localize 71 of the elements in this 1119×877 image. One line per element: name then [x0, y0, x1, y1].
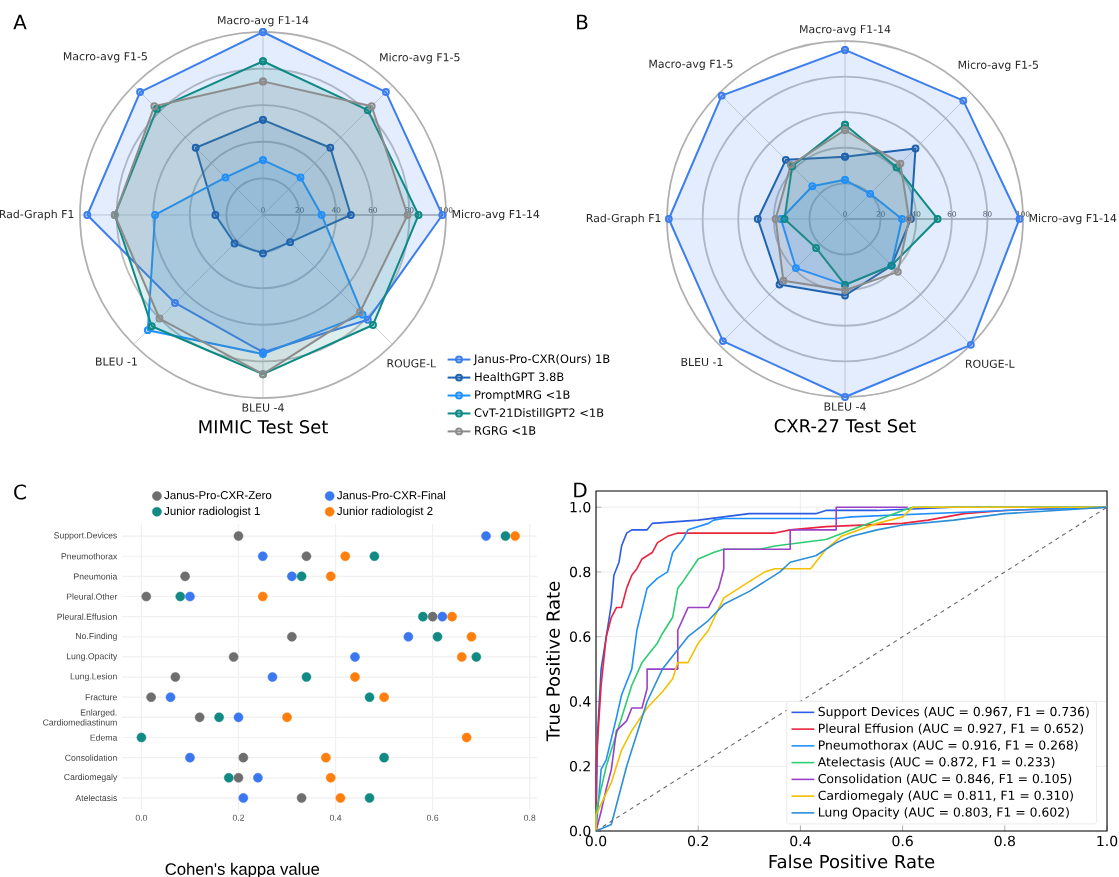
y-tick-label: Support.Devices — [54, 532, 117, 541]
y-tick-label: Pleural.Effusion — [57, 613, 117, 620]
legend-label: Lung Opacity (AUC = 0.803, F1 = 0.602) — [818, 807, 1069, 820]
spoke-label: Macro-avg F1-14 — [800, 25, 891, 36]
y-tick-label: 0.6 — [569, 631, 591, 642]
y-tick-label: 0.2 — [569, 760, 590, 772]
x-tick-label: 0.2 — [232, 814, 245, 821]
x-tick-label: 0.0 — [135, 814, 148, 821]
text: C — [14, 484, 26, 500]
y-tick-label: Edema — [90, 734, 118, 741]
x-axis-title: False Positive Rate — [769, 854, 935, 869]
y-tick-label: Consolidation — [65, 754, 117, 761]
x-tick-label: 0.8 — [994, 835, 1015, 847]
text: CXR-27 Test Set — [774, 418, 916, 433]
spoke-label: ROUGE-L — [387, 359, 437, 368]
spoke-label: Rad-Graph F1 — [586, 213, 661, 225]
legend-label: Pneumothorax (AUC = 0.916, F1 = 0.268) — [818, 740, 1078, 752]
legend-label: Support Devices (AUC = 0.967, F1 = 0.736) — [818, 706, 1089, 719]
legend-label: Atelectasis (AUC = 0.872, F1 = 0.233) — [817, 756, 1055, 768]
legend-label: RGRG <1B — [475, 426, 536, 435]
legend-label: Janus-Pro-CXR(Ours) 1B — [473, 354, 610, 366]
y-tick-label: Lung.Lesion — [70, 673, 117, 682]
y-tick-label: 0.0 — [569, 825, 591, 837]
text: MIMIC Test Set — [199, 419, 328, 434]
spoke-label: BLEU -4 — [824, 402, 866, 411]
y-tick-label: Fracture — [85, 694, 117, 701]
y-tick-label: Cardiomegaly — [64, 773, 118, 782]
legend-label: Janus-Pro-CXR-Zero — [164, 491, 272, 500]
y-tick-label: 0.4 — [569, 696, 591, 707]
y-tick-label: Lung.Opacity — [66, 652, 118, 661]
x-tick-label: 1.0 — [1097, 835, 1118, 847]
text: B — [577, 14, 588, 30]
spoke-label: Macro-avg F1-5 — [649, 59, 733, 71]
legend-label: Junior radiologist 1 — [164, 506, 260, 518]
spoke-label: Micro-avg F1-14 — [452, 209, 540, 221]
y-axis-title: True Positive Rate — [545, 581, 560, 742]
spoke-label: ROUGE-L — [966, 359, 1015, 368]
x-tick-label: 0.4 — [790, 835, 811, 847]
spoke-label: Micro-avg F1-5 — [958, 60, 1038, 72]
x-tick-label: 0.2 — [688, 835, 708, 847]
x-tick-label: 0.6 — [426, 814, 439, 821]
text: A — [13, 14, 27, 30]
legend-label: CvT-21DistillGPT2 <1B — [474, 408, 604, 417]
x-tick-label: 0.6 — [892, 835, 913, 847]
spoke-label: Rad-Graph F1 — [0, 209, 74, 221]
y-tick-label: 1.0 — [570, 501, 591, 513]
legend-label: Janus-Pro-CXR-Final — [337, 490, 446, 500]
spoke-label: Macro-avg F1-5 — [63, 52, 147, 63]
spoke-label: Micro-avg F1-5 — [380, 52, 460, 64]
y-tick-label: Pneumothorax — [61, 553, 118, 560]
legend-label: Junior radiologist 2 — [337, 506, 433, 518]
spoke-label: Micro-avg F1-14 — [1029, 213, 1117, 225]
spoke-label: Macro-avg F1-14 — [218, 16, 309, 27]
spoke-label: BLEU -1 — [96, 357, 137, 366]
y-tick-label: Pleural.Other — [66, 593, 118, 600]
spoke-label: BLEU -4 — [242, 403, 284, 412]
legend-label: Consolidation (AUC = 0.846, F1 = 0.105) — [818, 773, 1072, 785]
y-tick-label: Atelectasis — [75, 794, 117, 802]
x-tick-label: 0.0 — [585, 835, 607, 847]
y-tick-label: 0.8 — [569, 566, 591, 578]
legend-label: PromptMRG <1B — [475, 390, 570, 402]
y-tick-label: Enlarged. Cardiomediastinum — [43, 709, 117, 726]
legend-label: Cardiomegaly (AUC = 0.811, F1 = 0.310) — [818, 790, 1073, 803]
spoke-label: BLEU -1 — [681, 357, 723, 367]
y-tick-label: Pneumonia — [74, 573, 118, 580]
x-tick-label: 0.8 — [524, 814, 536, 821]
legend-label: HealthGPT 3.8B — [475, 372, 564, 382]
y-tick-label: No.Finding — [76, 632, 117, 641]
text: D — [574, 482, 587, 498]
x-tick-label: 0.4 — [329, 814, 342, 821]
legend-label: Pleural Effusion (AUC = 0.927, F1 = 0.652) — [818, 723, 1084, 735]
